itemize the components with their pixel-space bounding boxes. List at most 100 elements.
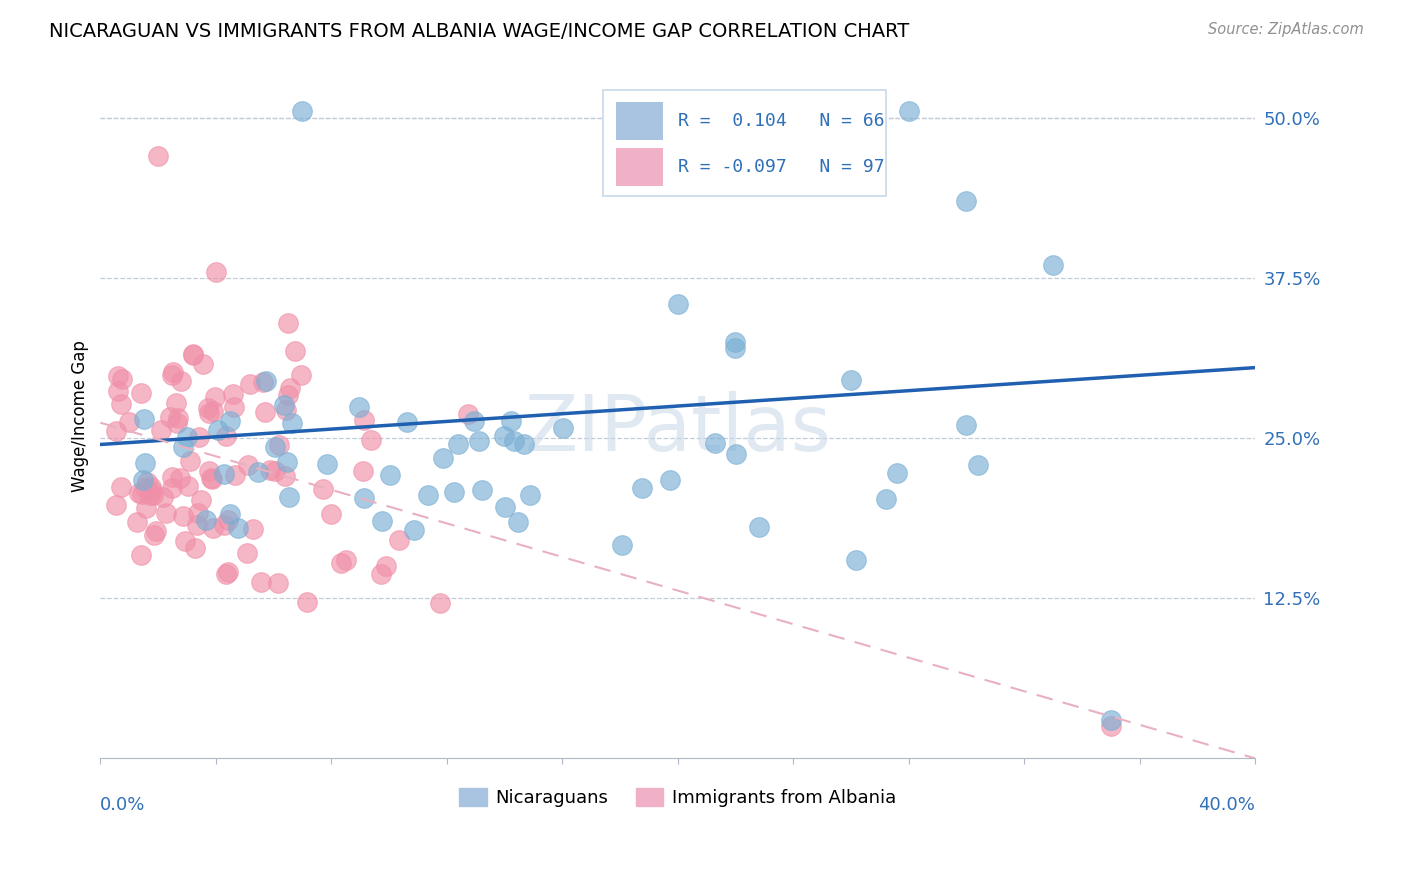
Point — [207, 423, 229, 437]
Point — [429, 596, 451, 610]
Point — [551, 421, 574, 435]
Point — [284, 344, 307, 359]
Point — [204, 390, 226, 404]
Point — [159, 410, 181, 425]
Point — [610, 538, 633, 552]
Point — [259, 463, 281, 477]
Point — [352, 464, 374, 478]
Point — [214, 567, 236, 582]
Point — [494, 500, 516, 515]
Point — [349, 401, 371, 415]
Point — [471, 483, 494, 498]
Point — [134, 481, 156, 495]
Point — [219, 414, 242, 428]
Point — [375, 558, 398, 573]
Point — [183, 347, 205, 361]
Point — [519, 488, 541, 502]
Point — [181, 348, 204, 362]
Point — [169, 471, 191, 485]
Bar — [616, 102, 662, 140]
Point — [160, 481, 183, 495]
Point — [160, 368, 183, 382]
Point — [418, 488, 440, 502]
Point — [886, 467, 908, 481]
Point — [506, 515, 529, 529]
Point — [176, 430, 198, 444]
Point — [165, 396, 187, 410]
Point — [202, 404, 225, 418]
Point — [955, 194, 977, 208]
Point — [143, 528, 166, 542]
Text: 0.0%: 0.0% — [100, 796, 146, 814]
Point — [278, 381, 301, 395]
Point — [236, 546, 259, 560]
Text: R =  0.104   N = 66: R = 0.104 N = 66 — [678, 112, 884, 130]
Point — [141, 484, 163, 499]
Point — [132, 411, 155, 425]
Point — [118, 415, 141, 429]
Point — [276, 455, 298, 469]
Point — [197, 406, 219, 420]
Point — [252, 375, 274, 389]
Point — [222, 400, 245, 414]
Point — [273, 398, 295, 412]
Point — [131, 473, 153, 487]
Point — [371, 514, 394, 528]
Point — [432, 451, 454, 466]
Point — [128, 486, 150, 500]
Point — [139, 488, 162, 502]
Point — [217, 513, 239, 527]
Point — [107, 384, 129, 399]
Point — [110, 480, 132, 494]
Point — [136, 475, 159, 489]
Point — [1042, 258, 1064, 272]
Point — [166, 416, 188, 430]
Point — [204, 264, 226, 278]
Point — [875, 492, 897, 507]
Point — [494, 429, 516, 443]
Point — [264, 441, 287, 455]
Point — [297, 595, 319, 609]
Point — [226, 520, 249, 534]
Point — [967, 458, 990, 472]
Point — [197, 464, 219, 478]
Point — [152, 490, 174, 504]
Point — [188, 430, 211, 444]
Point — [503, 434, 526, 448]
Point — [131, 487, 153, 501]
Point — [395, 415, 418, 429]
Point — [845, 553, 868, 567]
Point — [315, 457, 337, 471]
Point — [724, 334, 747, 349]
Point — [312, 482, 335, 496]
Point — [443, 485, 465, 500]
Text: ZIPatlas: ZIPatlas — [524, 392, 831, 467]
Point — [104, 424, 127, 438]
Point — [267, 438, 290, 452]
Point — [335, 553, 357, 567]
Text: 40.0%: 40.0% — [1198, 796, 1256, 814]
Point — [256, 374, 278, 388]
Point — [724, 447, 747, 461]
Text: Source: ZipAtlas.com: Source: ZipAtlas.com — [1208, 22, 1364, 37]
Point — [187, 506, 209, 520]
Point — [201, 520, 224, 534]
Point — [145, 524, 167, 539]
Point — [263, 464, 285, 478]
Point — [111, 372, 134, 386]
Point — [200, 470, 222, 484]
Point — [291, 104, 314, 119]
Point — [457, 408, 479, 422]
Point — [186, 518, 208, 533]
Point — [378, 468, 401, 483]
Point — [658, 473, 681, 487]
Point — [172, 508, 194, 523]
Point — [201, 472, 224, 486]
Point — [290, 368, 312, 383]
Text: NICARAGUAN VS IMMIGRANTS FROM ALBANIA WAGE/INCOME GAP CORRELATION CHART: NICARAGUAN VS IMMIGRANTS FROM ALBANIA WA… — [49, 22, 910, 41]
Point — [274, 403, 297, 417]
Point — [134, 456, 156, 470]
Point — [724, 342, 747, 356]
Point — [249, 574, 271, 589]
Point — [190, 493, 212, 508]
